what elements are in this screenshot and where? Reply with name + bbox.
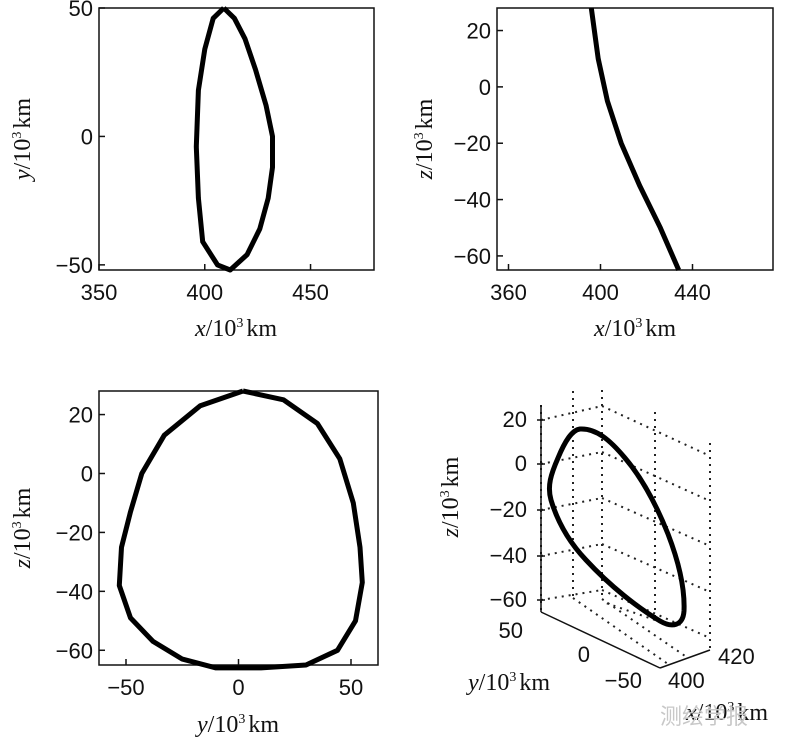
x-tick-label: 400	[186, 280, 223, 305]
y-ticks: 50 0 −50	[499, 618, 642, 693]
tick-label: 420	[718, 644, 755, 669]
y-tick-label: 0	[81, 461, 93, 486]
watermark: 测绘学报	[660, 705, 748, 730]
tick-label: 20	[503, 407, 527, 432]
y-tick-label: 0	[479, 75, 491, 100]
series-line	[588, 7, 681, 271]
y-tick-label: −20	[454, 131, 491, 156]
y-tick-label: 0	[81, 124, 93, 149]
x-tick-label: −50	[107, 675, 144, 700]
x-axis-label: x/103 km	[194, 316, 277, 342]
x-ticks: 420 400	[668, 644, 755, 693]
y-tick-label: 50	[69, 0, 93, 21]
series-line	[546, 426, 687, 628]
x-axis-label: y/103 km	[195, 712, 279, 738]
tick-label: −40	[490, 543, 527, 568]
z-axis-label: z/103km	[438, 456, 464, 538]
y-tick-label: −40	[454, 188, 491, 213]
y-tick-label: −20	[56, 520, 93, 545]
y-axis-label: z/103km	[412, 98, 438, 180]
tick-label: 50	[499, 618, 523, 643]
x-tick-label: 350	[81, 280, 118, 305]
x-tick-label: 360	[490, 280, 527, 305]
plot-frame	[496, 7, 774, 271]
tick-label: 0	[578, 642, 590, 667]
series-line	[193, 6, 275, 273]
panel-xz: 360 400 440 20 0 −20 −40 −60 z/103km x/103 km	[412, 7, 774, 342]
x-tick-label: 50	[339, 675, 363, 700]
tick-label: 0	[515, 451, 527, 476]
grid-3d	[540, 390, 711, 665]
z-ticks: 20 0 −20 −40 −60	[490, 407, 527, 612]
x-tick-label: 0	[232, 675, 244, 700]
axes-3d	[537, 405, 711, 669]
panel-yz: −50 0 50 20 0 −20 −40 −60 z/103km y/103 km	[10, 388, 379, 738]
panel-3d: 20 0 −20 −40 −60 50 0 −50 420 400 z/103k…	[438, 390, 768, 726]
x-tick-label: 440	[674, 280, 711, 305]
series-line	[116, 388, 365, 671]
tick-label: −50	[605, 668, 642, 693]
tick-label: 400	[668, 668, 705, 693]
x-axis-label: x/103 km	[593, 316, 676, 342]
plot-frame	[98, 7, 375, 271]
y-tick-label: −40	[56, 579, 93, 604]
x-tick-label: 450	[292, 280, 329, 305]
tick-label: −60	[490, 587, 527, 612]
y-axis-label: z/103km	[10, 487, 36, 569]
y-tick-label: −60	[454, 244, 491, 269]
plot-frame	[98, 390, 379, 666]
y-tick-label: −50	[56, 253, 93, 278]
x-tick-label: 400	[582, 280, 619, 305]
tick-label: −20	[490, 497, 527, 522]
y-axis-label: y/103km	[10, 98, 36, 182]
y-tick-label: −60	[56, 638, 93, 663]
x-axis-label: x/103 km	[685, 700, 768, 726]
y-tick-label: 20	[467, 19, 491, 44]
y-tick-label: 20	[69, 403, 93, 428]
